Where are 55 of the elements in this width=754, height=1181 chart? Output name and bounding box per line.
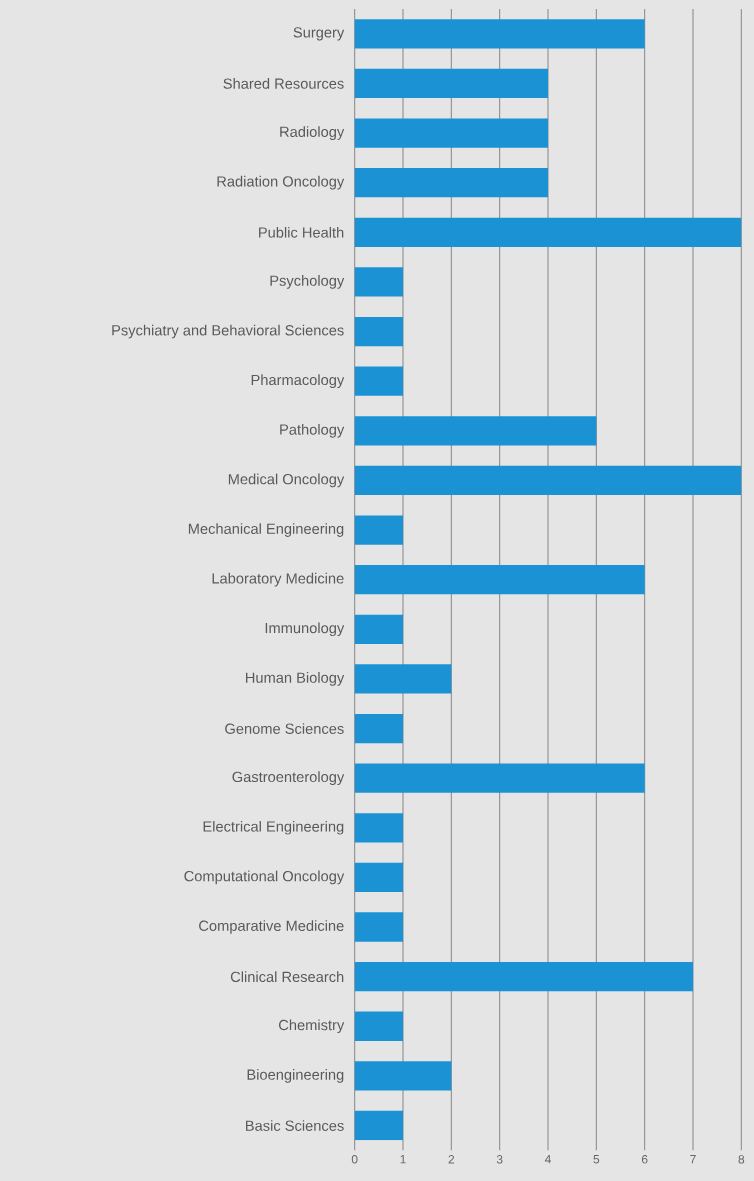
y-tick-label: Surgery <box>293 27 345 41</box>
x-tick-label: 6 <box>641 1155 648 1164</box>
y-tick-label: Chemistry <box>279 1019 345 1034</box>
y-tick-label: Immunology <box>265 622 345 637</box>
bar <box>354 316 403 347</box>
x-tick-label: 3 <box>496 1155 503 1164</box>
x-tick-label: 2 <box>448 1155 455 1164</box>
y-tick-label: Psychology <box>270 275 345 289</box>
y-tick-label: Bioengineering <box>247 1069 344 1083</box>
bar <box>354 912 403 942</box>
bar <box>354 862 403 893</box>
y-tick-label: Genome Sciences <box>225 723 344 734</box>
bar <box>354 465 742 496</box>
y-tick-label: Basic Sciences <box>246 1120 344 1131</box>
y-tick-label: Radiology <box>280 126 345 140</box>
bar <box>354 1110 403 1141</box>
y-tick-label: Comparative Medicine <box>199 920 344 934</box>
y-tick-label: Pharmacology <box>251 374 345 389</box>
y-tick-label: Psychiatry and Behavioral Sciences <box>112 324 344 339</box>
bar <box>354 515 403 545</box>
x-tick-label: 1 <box>400 1155 406 1164</box>
bar <box>354 366 403 396</box>
x-tick-label: 4 <box>544 1155 551 1164</box>
bar <box>354 713 403 744</box>
y-tick-label: Public Health <box>259 226 344 238</box>
y-tick-label: Radiation Oncology <box>217 175 345 190</box>
y-tick-label: Computational Oncology <box>184 870 345 885</box>
x-tick-label: 5 <box>593 1155 600 1164</box>
x-tick-label: 7 <box>690 1155 696 1164</box>
bar <box>354 813 403 843</box>
bar <box>354 565 645 595</box>
bar <box>354 763 645 793</box>
y-tick-label: Laboratory Medicine <box>212 572 344 587</box>
bar <box>354 168 548 198</box>
bar <box>354 416 597 446</box>
y-tick-label: Shared Resources <box>223 78 344 89</box>
bar <box>354 961 693 992</box>
bar <box>354 1011 403 1041</box>
y-tick-label: Gastroenterology <box>232 771 345 785</box>
y-tick-label: Electrical Engineering <box>203 820 344 835</box>
bar <box>354 217 742 247</box>
bar <box>354 118 548 148</box>
bar <box>354 68 548 99</box>
y-tick-label: Mechanical Engineering <box>188 523 344 537</box>
bar <box>354 664 452 694</box>
y-tick-label: Human Biology <box>246 672 345 686</box>
y-tick-label: Clinical Research <box>230 971 344 983</box>
bar <box>354 19 645 49</box>
y-tick-label: Medical Oncology <box>228 473 345 488</box>
y-tick-label: Pathology <box>280 423 345 438</box>
bar <box>354 614 403 644</box>
x-tick-label: 8 <box>738 1155 745 1164</box>
bar <box>354 1061 452 1091</box>
bar <box>354 267 403 297</box>
x-tick-label: 0 <box>351 1155 358 1164</box>
